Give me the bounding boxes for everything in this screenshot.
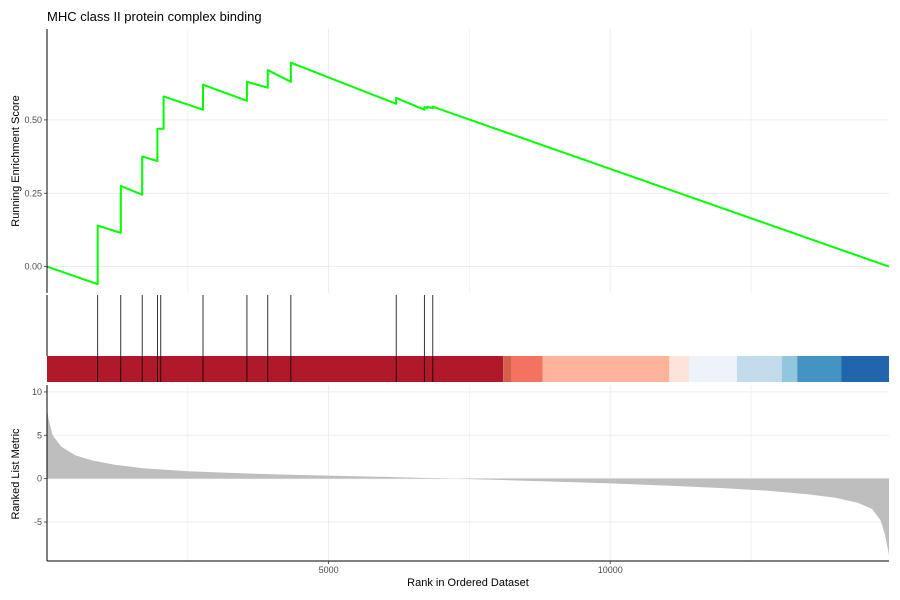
gene-hit-marks <box>97 295 434 382</box>
enrichment-score-panel <box>46 61 890 286</box>
color-bar-segment <box>781 356 798 382</box>
rank-color-bar <box>47 356 889 382</box>
x-axis-title: Rank in Ordered Dataset <box>407 577 529 589</box>
x-tick-label: 10000 <box>598 565 623 575</box>
axes: 0.00 0.25 0.50 -5 0 5 10 5000 10000 <box>24 29 889 575</box>
enrichment-score-line <box>46 61 890 286</box>
color-bar-segment <box>689 356 737 382</box>
color-bar-segment <box>797 356 842 382</box>
color-bar-segment <box>542 356 670 382</box>
ranked-metric-panel <box>47 409 889 555</box>
chart-title: MHC class II protein complex binding <box>47 9 262 24</box>
color-bar-segment <box>841 356 889 382</box>
y-tick-label-enrichment: 0.50 <box>24 115 42 125</box>
x-tick-label: 5000 <box>319 565 339 575</box>
color-bar-segment <box>511 356 543 382</box>
ranked-metric-area <box>47 409 889 555</box>
color-bar-segment <box>736 356 782 382</box>
y-tick-label-ranked: 10 <box>32 387 42 397</box>
y-tick-label-enrichment: 0.25 <box>24 188 42 198</box>
y-axis-title-ranked: Ranked List Metric <box>10 428 22 520</box>
color-bar-segment <box>47 356 504 382</box>
y-axis-title-enrichment: Running Enrichment Score <box>10 95 22 226</box>
y-tick-label-ranked: 0 <box>37 474 42 484</box>
y-tick-label-enrichment: 0.00 <box>24 262 42 272</box>
y-tick-label-ranked: -5 <box>34 517 42 527</box>
color-bar-segment <box>503 356 512 382</box>
y-tick-label-ranked: 5 <box>37 430 42 440</box>
color-bar-segment <box>669 356 690 382</box>
